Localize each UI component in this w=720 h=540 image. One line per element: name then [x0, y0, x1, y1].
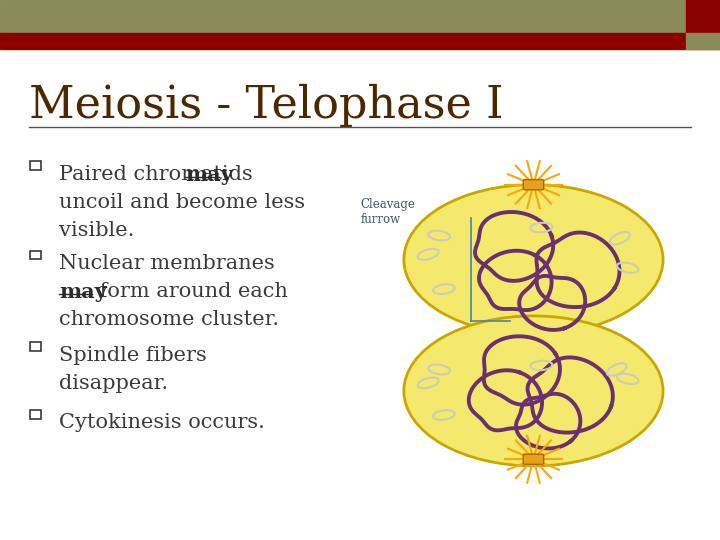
Text: Paired chromatids: Paired chromatids	[59, 165, 259, 184]
Text: Spindle fibers: Spindle fibers	[59, 346, 207, 365]
FancyBboxPatch shape	[523, 180, 544, 190]
FancyBboxPatch shape	[523, 454, 544, 464]
Text: Nuclear membranes: Nuclear membranes	[59, 254, 275, 273]
Ellipse shape	[404, 316, 663, 466]
Text: Cytokinesis occurs.: Cytokinesis occurs.	[59, 413, 265, 432]
Text: visible.: visible.	[59, 221, 135, 240]
Text: form around each: form around each	[93, 282, 288, 301]
Text: uncoil and become less: uncoil and become less	[59, 193, 305, 212]
Text: disappear.: disappear.	[59, 374, 168, 393]
Text: Meiosis - Telophase I: Meiosis - Telophase I	[29, 84, 503, 127]
Text: chromosome cluster.: chromosome cluster.	[59, 310, 279, 329]
Text: may: may	[59, 282, 107, 302]
Text: Cleavage
furrow: Cleavage furrow	[361, 198, 415, 226]
Text: may: may	[185, 165, 233, 185]
Ellipse shape	[404, 185, 663, 335]
